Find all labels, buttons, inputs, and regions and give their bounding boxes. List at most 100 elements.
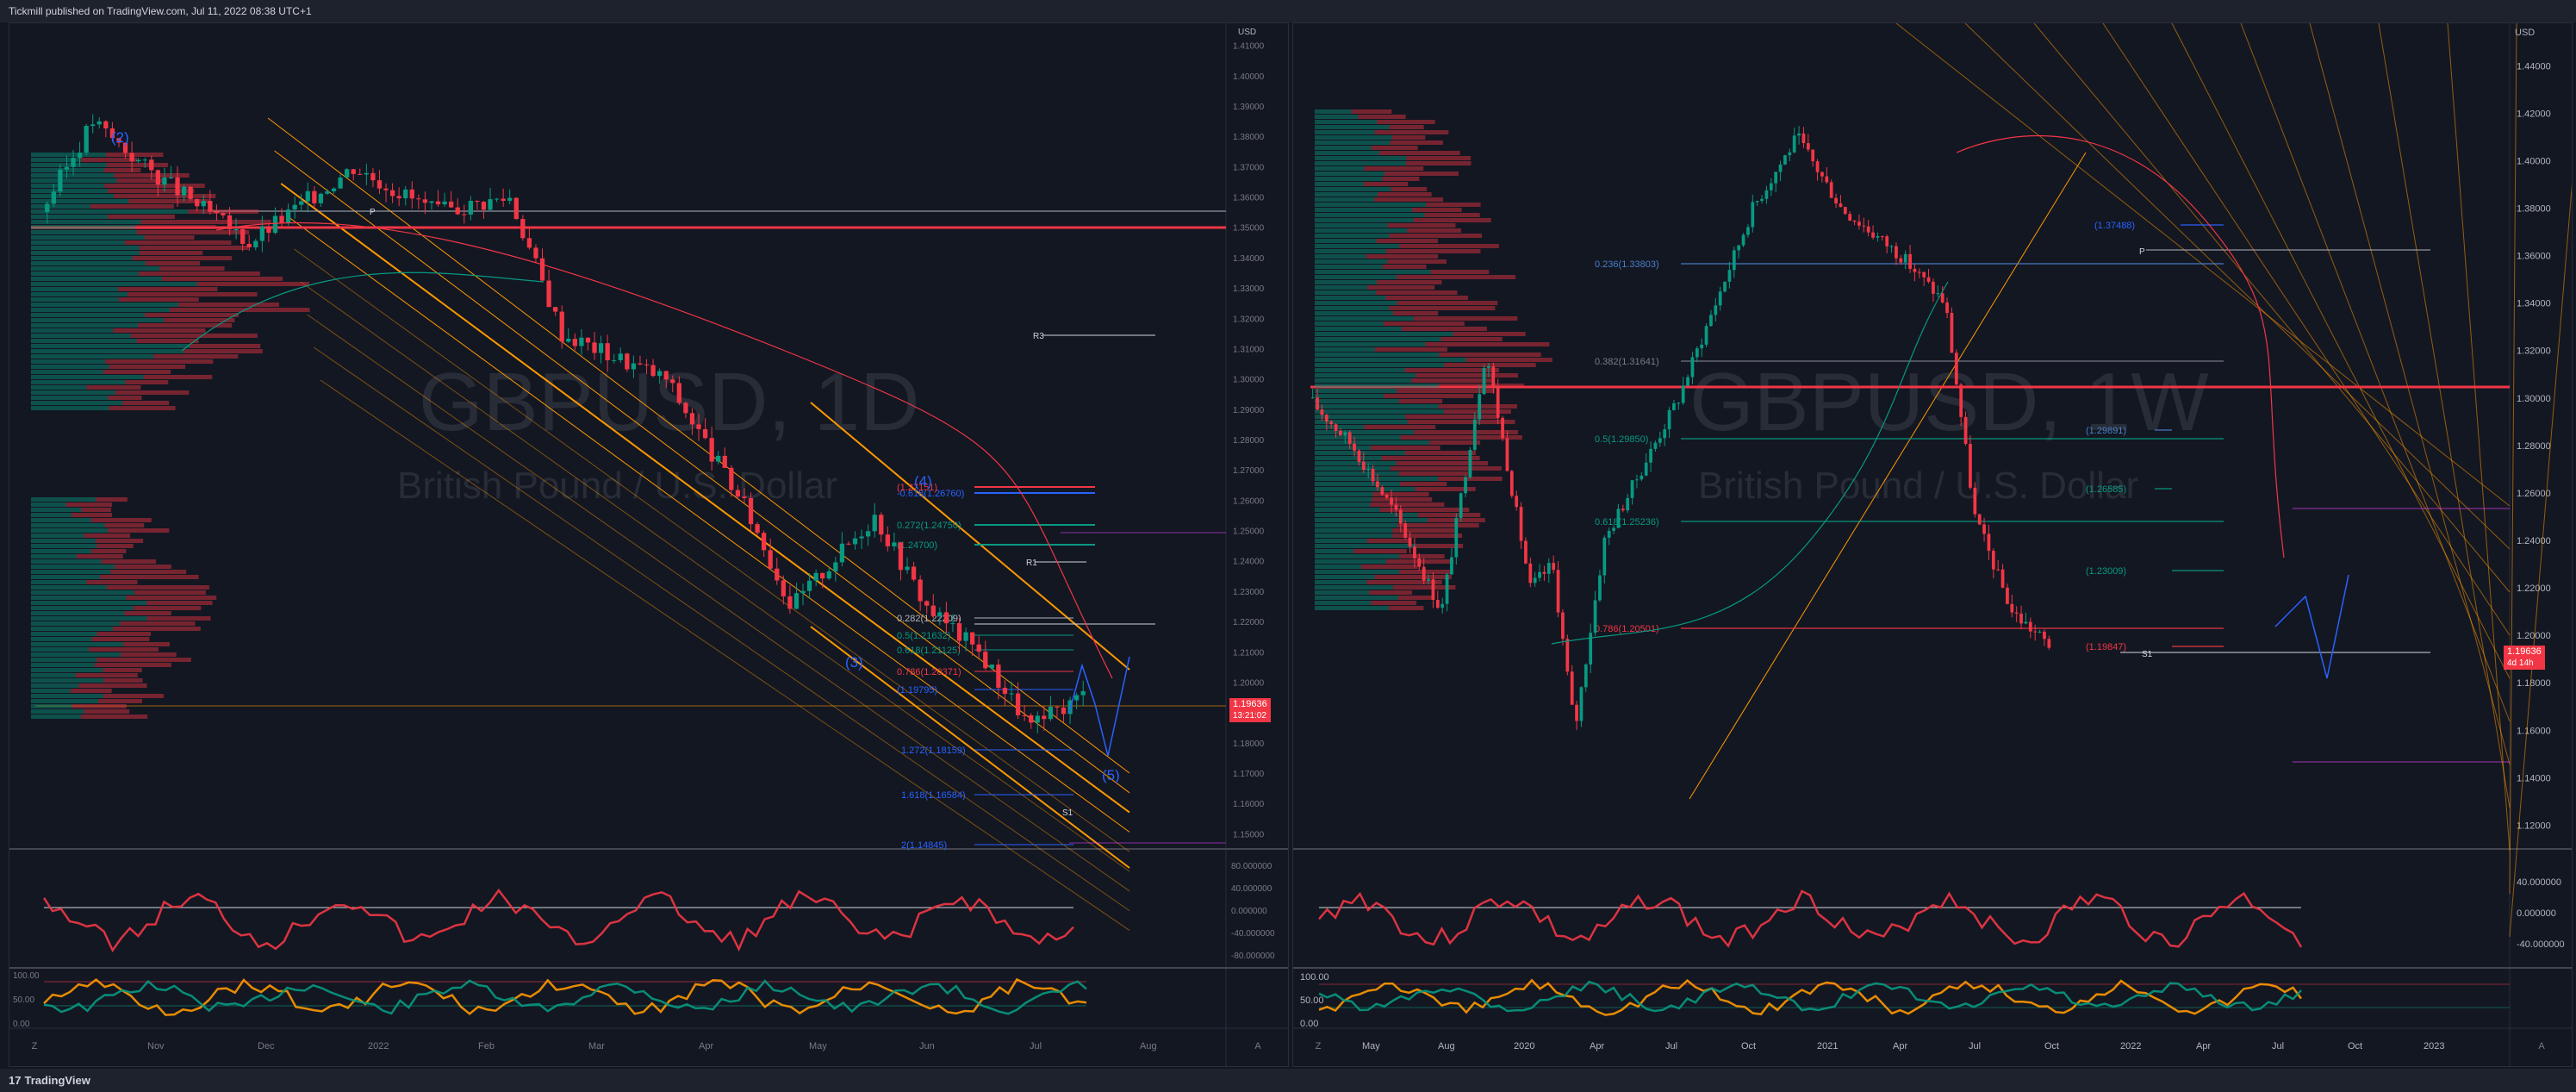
volume-profile-bar-buy — [1315, 301, 1397, 305]
volume-profile-bar-buy — [1315, 513, 1418, 517]
weekly-candle — [1801, 133, 1806, 144]
daily-candle — [683, 402, 688, 414]
weekly-candle — [1371, 468, 1375, 482]
weekly-candle — [1607, 530, 1611, 538]
rsi-axis-label: 0.000000 — [2517, 908, 2556, 919]
volume-profile-bar-buy — [1315, 378, 1412, 383]
weekly-candle — [1932, 281, 1935, 294]
volume-profile-bar-buy — [1315, 290, 1376, 295]
trend-channel-upper — [810, 402, 1130, 671]
volume-profile-bar-buy — [31, 554, 77, 558]
fib-channel-line — [294, 248, 1130, 852]
fib-level-label: 0.5(1.21632) — [897, 631, 950, 641]
weekly-candle — [1945, 302, 1949, 314]
weekly-candle — [2043, 631, 2046, 640]
rsi-axis-label: 80.000000 — [1231, 862, 1272, 871]
volume-profile-bar-sell — [65, 502, 113, 507]
tradingview-footer: 17 TradingView — [0, 1069, 2576, 1092]
weekly-candle — [1626, 497, 1630, 511]
volume-profile-bar-buy — [31, 282, 197, 286]
weekly-candle — [1751, 202, 1755, 228]
volume-profile-bar-buy — [31, 168, 104, 172]
volume-profile-bar-sell — [132, 256, 232, 260]
daily-candle — [592, 342, 597, 353]
daily-candle — [345, 169, 350, 178]
fib-level-label: 0.236(1.33803) — [1595, 259, 1659, 270]
volume-profile-bar-sell — [1358, 115, 1406, 119]
volume-profile-bar-sell — [145, 313, 240, 317]
auto-scale-button[interactable]: A — [1254, 1041, 1261, 1051]
volume-profile-bar-buy — [1315, 471, 1399, 476]
volume-profile-bar-buy — [31, 401, 122, 405]
volume-profile-bar-sell — [91, 518, 152, 522]
volume-profile-bar-sell — [1439, 353, 1541, 357]
volume-profile-bar-buy — [31, 178, 117, 183]
daily-candle — [376, 180, 383, 189]
price-axis-label: 1.36000 — [1233, 194, 1265, 203]
volume-profile-bar-buy — [31, 225, 136, 229]
zoom-button[interactable]: Z — [1315, 1041, 1322, 1051]
daily-candle — [852, 538, 858, 545]
volume-profile-bar-buy — [31, 508, 82, 512]
daily-chart-canvas[interactable]: 1.41000 1.40000 1.39000 1.38000 1.37000 1.360… — [9, 23, 1289, 1067]
weekly-candle — [1505, 438, 1509, 471]
price-axis-label: 1.39000 — [1233, 103, 1265, 112]
volume-profile-bar-buy — [31, 565, 115, 569]
chart-panel-weekly[interactable]: GBPUSD, 1W British Pound / U.S. Dollar 1… — [1292, 22, 2573, 1067]
fib-channel-line — [2378, 23, 2511, 808]
daily-candle — [826, 571, 831, 579]
volume-profile-bar-sell — [81, 158, 138, 162]
volume-profile-bar-sell — [163, 318, 235, 322]
weekly-candle — [1612, 527, 1615, 531]
chart-panel-daily[interactable]: GBPUSD, 1D British Pound / U.S. Dollar 1… — [9, 22, 1289, 1067]
fib-level-label: (1.19847) — [2086, 642, 2126, 652]
trend-line — [1689, 152, 2087, 800]
daily-candle — [872, 515, 877, 532]
volume-profile-bar-sell — [1389, 606, 1424, 610]
weekly-candle — [1991, 551, 1995, 570]
price-axis-label: 1.44000 — [2517, 61, 2551, 72]
weekly-candle — [1565, 639, 1570, 672]
volume-profile-bar-buy — [1315, 430, 1414, 434]
price-axis-label: 1.21000 — [1233, 648, 1265, 658]
volume-profile-bar-sell — [1406, 156, 1472, 160]
weekly-chart-canvas[interactable]: 1.44000 1.42000 1.40000 1.38000 1.36000 1.340… — [1293, 23, 2573, 1067]
fib-channel-line — [2509, 23, 2517, 895]
fib-channel-line — [2240, 23, 2511, 722]
volume-profile-bar-buy — [31, 287, 119, 291]
volume-profile-bar-buy — [1315, 487, 1416, 491]
volume-profile-bar-buy — [31, 256, 133, 260]
daily-candle — [84, 126, 89, 153]
weekly-candle — [1714, 305, 1718, 315]
volume-profile-bar-buy — [1315, 120, 1378, 124]
weekly-candle — [1422, 566, 1426, 581]
volume-profile-bar-buy — [1315, 570, 1400, 574]
daily-candle — [1029, 714, 1034, 723]
auto-scale-button[interactable]: A — [2538, 1041, 2545, 1051]
volume-profile-bar-sell — [1405, 415, 1499, 419]
daily-candle — [181, 186, 187, 196]
volume-profile-bar-sell — [1392, 585, 1456, 590]
volume-profile-bar-buy — [1315, 425, 1365, 429]
weekly-candle — [1649, 448, 1652, 463]
volume-profile-bar-buy — [1315, 549, 1354, 553]
weekly-candle — [1310, 397, 1315, 399]
weekly-candle — [1797, 133, 1801, 136]
countdown: 4d 14h — [2507, 658, 2534, 668]
volume-profile-bar-sell — [1438, 404, 1518, 409]
zoom-button[interactable]: Z — [31, 1041, 38, 1051]
volume-profile-bar-sell — [144, 235, 195, 240]
volume-profile-bar-sell — [1399, 554, 1445, 558]
daily-candle — [233, 228, 239, 230]
tradingview-logo[interactable]: 17 TradingView — [9, 1074, 90, 1087]
volume-profile-bar-buy — [31, 714, 81, 719]
volume-profile-bar-sell — [97, 699, 142, 703]
volume-profile-bar-buy — [31, 585, 107, 590]
weekly-candle — [2047, 639, 2051, 648]
volume-profile-bar-sell — [123, 642, 170, 646]
weekly-candle — [1408, 537, 1412, 547]
volume-profile-bar-buy — [1315, 590, 1370, 595]
fib-channel-line — [274, 150, 1130, 794]
volume-profile-bar-buy — [1315, 332, 1453, 336]
currency-label: USD — [2515, 28, 2536, 38]
